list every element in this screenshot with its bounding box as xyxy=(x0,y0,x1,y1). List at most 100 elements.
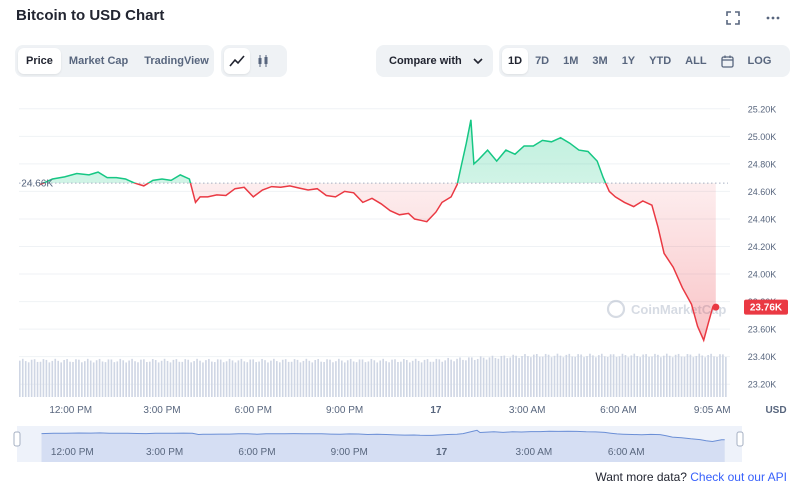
range-1m[interactable]: 1M xyxy=(563,55,579,67)
grid-lines xyxy=(19,108,730,385)
volume-bar xyxy=(19,360,21,397)
x-tick-label: 9:00 PM xyxy=(326,405,363,416)
volume-bar xyxy=(249,359,252,397)
range-tabs: 1D 7D 1M 3M 1Y YTD ALL LOG xyxy=(499,45,790,77)
navigator-tick-label: 6:00 AM xyxy=(608,447,645,458)
volume-bar xyxy=(234,362,237,397)
volume-bar xyxy=(624,355,627,397)
volume-bar xyxy=(598,355,600,397)
volume-bar xyxy=(213,362,216,397)
volume-bar xyxy=(338,358,340,397)
volume-bar xyxy=(654,353,656,397)
range-all[interactable]: ALL xyxy=(685,55,707,67)
volume-bar xyxy=(314,360,317,397)
expand-icon[interactable] xyxy=(724,9,742,27)
volume-bar xyxy=(355,362,358,397)
range-1y[interactable]: 1Y xyxy=(621,55,636,67)
tab-price[interactable]: Price xyxy=(18,48,61,74)
volume-bar xyxy=(332,362,334,397)
volume-bar xyxy=(648,356,650,397)
volume-bar xyxy=(151,359,154,397)
volume-bar xyxy=(225,361,228,397)
volume-bar xyxy=(663,355,665,397)
volume-bar xyxy=(311,362,314,397)
volume-bar xyxy=(568,353,571,397)
y-tick-label: 25.20K xyxy=(748,104,777,114)
volume-bar xyxy=(559,355,562,397)
volume-bar xyxy=(397,361,399,397)
volume-bar xyxy=(346,360,349,397)
volume-bar xyxy=(122,360,125,397)
log-toggle[interactable]: LOG xyxy=(747,55,772,67)
volume-bar xyxy=(30,359,33,397)
volume-bar xyxy=(651,356,653,397)
volume-bar xyxy=(343,362,346,397)
baseline-label: 24.66K xyxy=(21,179,53,190)
volume-bar xyxy=(674,354,677,397)
navigator-x-axis: 12:00 PM 3:00 PM 6:00 PM 9:00 PM 17 3:00 AM 6:… xyxy=(51,447,645,458)
tab-market-cap[interactable]: Market Cap xyxy=(68,55,129,67)
volume-bar xyxy=(370,358,373,397)
volume-bar xyxy=(243,361,246,397)
volume-bar xyxy=(57,360,60,397)
volume-bar xyxy=(533,354,535,397)
volume-bar xyxy=(237,360,240,397)
calendar-button[interactable] xyxy=(714,48,741,74)
volume-bar xyxy=(48,362,51,397)
compare-dropdown[interactable]: Compare with xyxy=(376,45,493,77)
volume-bar xyxy=(140,359,142,397)
volume-bar xyxy=(680,356,683,397)
volume-bar xyxy=(574,356,577,397)
volume-bar xyxy=(429,361,432,397)
calendar-icon xyxy=(720,55,734,68)
volume-bar xyxy=(506,358,509,397)
currency-label: USD xyxy=(765,405,786,416)
navigator-tick-label: 9:00 PM xyxy=(331,447,368,458)
volume-bar xyxy=(146,361,148,397)
volume-bar xyxy=(113,362,116,397)
volume-bar xyxy=(612,354,615,397)
volume-bar xyxy=(408,362,411,397)
volume-bar xyxy=(45,359,48,397)
last-price-tag xyxy=(744,299,788,315)
volume-bar xyxy=(468,357,470,397)
volume-bar xyxy=(261,358,263,397)
volume-bar xyxy=(246,362,249,397)
navigator-left-handle[interactable] xyxy=(13,431,21,447)
volume-bar xyxy=(592,355,594,397)
volume-bar xyxy=(104,362,107,397)
volume-bar xyxy=(270,360,272,397)
candlestick-button[interactable] xyxy=(250,48,276,74)
volume-bar xyxy=(456,358,458,397)
volume-bar xyxy=(190,362,192,397)
volume-bar xyxy=(33,359,36,397)
api-link[interactable]: Check out our API xyxy=(690,470,787,484)
range-ytd[interactable]: YTD xyxy=(649,55,672,67)
x-tick-label: 9:05 AM xyxy=(694,405,731,416)
volume-bar xyxy=(175,359,178,397)
volume-bar xyxy=(382,358,384,397)
expand-icon-glyph xyxy=(726,11,740,25)
volume-bar xyxy=(665,353,668,397)
range-7d[interactable]: 7D xyxy=(535,55,550,67)
volume-bar xyxy=(518,357,520,397)
volume-bar xyxy=(326,359,328,397)
price-chart: CoinMarketCap 24.66K 23.20K23.40K23.60K2… xyxy=(13,104,788,462)
volume-bar xyxy=(211,361,213,397)
volume-bar xyxy=(512,354,514,397)
volume-bar xyxy=(358,359,361,397)
volume-bar xyxy=(101,361,104,397)
more-icon[interactable] xyxy=(764,9,782,27)
volume-bar xyxy=(671,357,674,397)
line-chart-button[interactable] xyxy=(224,48,250,74)
navigator[interactable]: 12:00 PM 3:00 PM 6:00 PM 9:00 PM 17 3:00 AM 6:… xyxy=(13,426,744,462)
range-1d[interactable]: 1D xyxy=(502,48,529,74)
range-3m[interactable]: 3M xyxy=(592,55,608,67)
chart-mode-toggle xyxy=(221,45,287,77)
volume-bar xyxy=(335,361,337,397)
tab-tradingview[interactable]: TradingView xyxy=(144,55,209,67)
navigator-right-handle[interactable] xyxy=(736,431,744,447)
volume-bar xyxy=(299,362,302,397)
volume-bar xyxy=(494,358,497,397)
volume-bar xyxy=(633,353,636,397)
